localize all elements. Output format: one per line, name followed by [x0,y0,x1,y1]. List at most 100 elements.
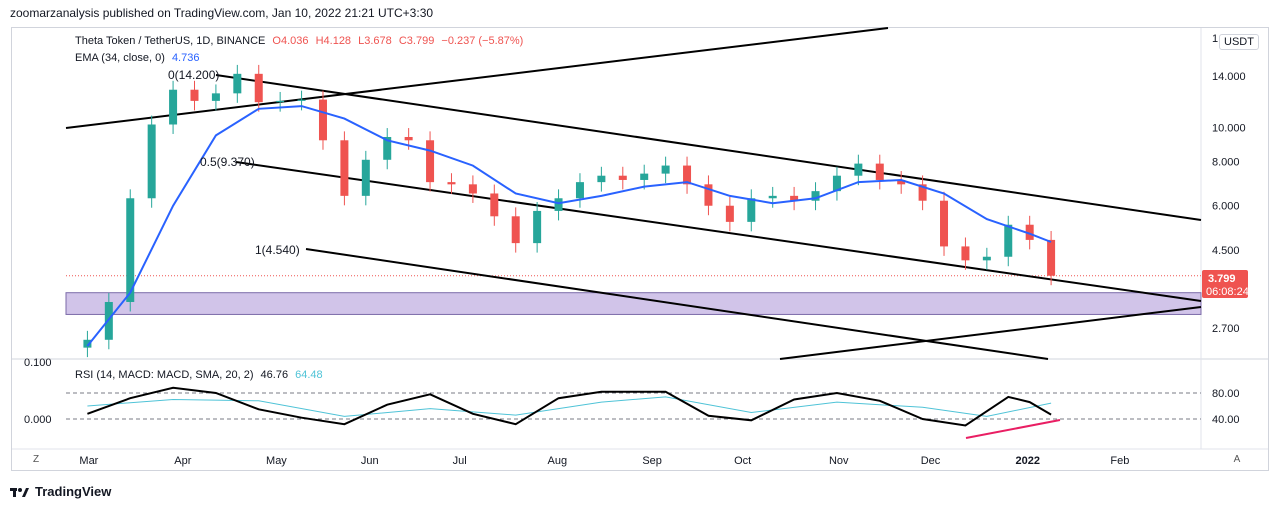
ema-legend[interactable]: EMA (34, close, 0) 4.736 [75,52,203,64]
candle-body [554,198,563,211]
price-tick-label[interactable]: 4.500 [1212,245,1240,257]
candle-body [83,339,92,348]
support-zone[interactable] [65,292,1202,315]
time-tick-label[interactable]: Mar [79,455,98,467]
auto-scale-button[interactable]: A [1233,453,1241,465]
rsi-line [87,386,1052,427]
candle-body [875,163,884,180]
candle-body [297,99,306,101]
candle-body [790,195,799,201]
ohlc-high: H4.128 [315,35,352,47]
candle-body [1047,239,1056,276]
candle-body [511,216,520,244]
candle-body [340,140,349,196]
tradingview-logo[interactable]: TradingView [10,484,111,499]
chart-frame[interactable] [11,27,1269,471]
rsi-legend[interactable]: RSI (14, MACD: MACD, SMA, 20, 2) 46.76 6… [75,369,327,381]
time-tick-label[interactable]: Dec [921,455,941,467]
candle-body [190,89,199,101]
candle-body [426,140,435,183]
candle-body [811,191,820,201]
ohlc-close: C3.799 [398,35,435,47]
price-tick-label[interactable]: 14.000 [1212,71,1246,83]
candle-body [233,73,242,94]
price-tick-label[interactable]: 2.700 [1212,323,1240,335]
candle-body [575,182,584,199]
candle-body [683,165,692,185]
drawings[interactable] [65,27,1202,360]
tradingview-logo-icon [10,487,29,497]
candle-body [404,136,413,141]
candle-body [1025,224,1034,240]
time-tick-label[interactable]: Feb [1110,455,1129,467]
rising-trendline-upper[interactable] [65,27,889,129]
time-tick-label[interactable]: Apr [174,455,191,467]
candle-body [961,246,970,261]
candlestick-series [83,64,1056,358]
currency-button[interactable]: USDT [1219,34,1259,50]
fib-05-label: 0.5(9.370) [200,155,255,169]
price-tick-label-partial[interactable]: 1 [1212,33,1218,45]
ema-value: 4.736 [171,52,200,64]
candle-body [468,184,477,194]
price-badge-countdown: 06:08:24 [1206,286,1249,298]
candle-body [918,184,927,201]
candle-body [940,200,949,247]
candle-body [276,100,285,103]
rising-trendline-lower[interactable] [779,306,1202,360]
candle-body [361,159,370,196]
time-tick-label[interactable]: Jun [361,455,379,467]
candle-body [897,179,906,185]
macd-tick-label: 0.100 [24,357,52,369]
candle-body [640,173,649,180]
candle-body [533,210,542,244]
rsi-axis-labels[interactable]: 80.00 40.00 [1212,388,1240,426]
symbol-name[interactable]: Theta Token / TetherUS, 1D, BINANCE [75,35,266,47]
rsi-tick-label[interactable]: 80.00 [1212,388,1240,400]
candle-body [661,165,670,174]
time-tick-label[interactable]: Nov [829,455,849,467]
rsi-label: RSI (14, MACD: MACD, SMA, 20, 2) [75,369,254,381]
time-axis-labels[interactable]: Mar Apr May Jun Jul Aug Sep Oct Nov Dec 2022 Feb [79,455,1129,467]
candle-body [982,256,991,261]
macd-tick-label: 0.000 [24,414,52,426]
bullish-divergence-line[interactable] [965,419,1061,439]
time-tick-label[interactable]: Sep [642,455,662,467]
candle-body [854,163,863,176]
rsi-tick-label[interactable]: 40.00 [1212,414,1240,426]
fib-1-label: 1(4.540) [255,243,300,257]
time-tick-label[interactable]: Aug [547,455,567,467]
candle-body [704,184,713,206]
candle-body [211,93,220,101]
price-tick-label[interactable]: 10.000 [1212,123,1246,135]
price-tick-label[interactable]: 8.000 [1212,157,1240,169]
candle-body [490,193,499,217]
price-axis-labels[interactable]: 14.000 10.000 8.000 6.000 4.500 2.700 1 [1212,33,1246,335]
channel-line-top[interactable] [215,74,1202,221]
ohlc-low: L3.678 [358,35,392,47]
fib-0.5-line[interactable] [235,161,1202,302]
time-tick-label[interactable]: May [266,455,287,467]
time-tick-label[interactable]: Jul [453,455,467,467]
candle-body [725,205,734,222]
time-tick-label[interactable]: Oct [734,455,751,467]
tradingview-logo-text: TradingView [35,484,112,499]
macd-axis-labels: 0.100 0.000 [24,357,52,426]
candle-body [254,73,263,103]
symbol-legend: Theta Token / TetherUS, 1D, BINANCE O4.0… [75,35,527,47]
price-tick-label[interactable]: 6.000 [1212,201,1240,213]
ohlc-open: O4.036 [272,35,309,47]
candle-body [1004,224,1013,257]
publisher-caption: zoomarzanalysis published on TradingView… [10,6,434,20]
candle-body [318,99,327,141]
zoom-reset-button[interactable]: Z [32,453,40,465]
candle-body [597,175,606,183]
candle-body [169,89,178,125]
candle-body [383,136,392,160]
candle-body [618,175,627,180]
ema-line [86,105,1052,347]
candle-body [126,198,135,302]
time-tick-label[interactable]: 2022 [1016,455,1040,467]
candle-body [147,124,156,199]
